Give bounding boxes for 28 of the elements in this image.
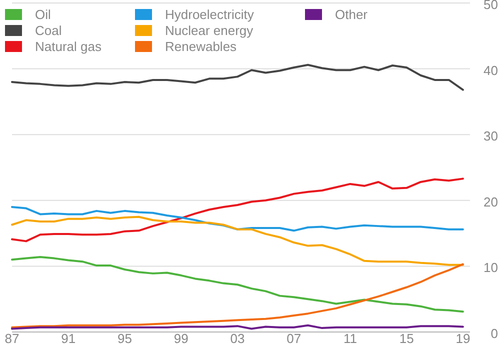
- x-tick-label: 95: [118, 331, 132, 346]
- line-series: [11, 263, 464, 328]
- legend-label: Natural gas: [35, 39, 102, 54]
- y-tick-label: 40: [484, 62, 498, 78]
- y-tick-label: 50: [484, 0, 498, 12]
- legend-label: Hydroelectricity: [165, 7, 254, 22]
- x-tick-label: 19: [456, 331, 470, 346]
- legend-label: Renewables: [165, 39, 238, 54]
- legend-label: Oil: [35, 7, 51, 22]
- x-tick-label: 03: [230, 331, 245, 346]
- line-series: [11, 206, 464, 232]
- line-series: [11, 216, 464, 266]
- y-tick-label: 0: [490, 326, 498, 341]
- y-tick-label: 20: [484, 194, 498, 210]
- x-tick-label: 07: [286, 331, 302, 346]
- legend-label: Other: [335, 7, 368, 22]
- line-series: [11, 64, 464, 91]
- line-series: [11, 256, 464, 313]
- line-series: [11, 178, 464, 242]
- x-tick-label: 87: [4, 331, 20, 346]
- y-tick-label: 30: [484, 128, 498, 144]
- y-tick-label: 10: [484, 260, 498, 276]
- legend-label: Coal: [35, 23, 62, 38]
- x-tick-label: 15: [399, 331, 414, 346]
- x-tick-label: 99: [174, 331, 188, 346]
- x-tick-label: 91: [61, 331, 76, 346]
- legend-label: Nuclear energy: [165, 23, 254, 38]
- x-tick-label: 11: [343, 331, 357, 346]
